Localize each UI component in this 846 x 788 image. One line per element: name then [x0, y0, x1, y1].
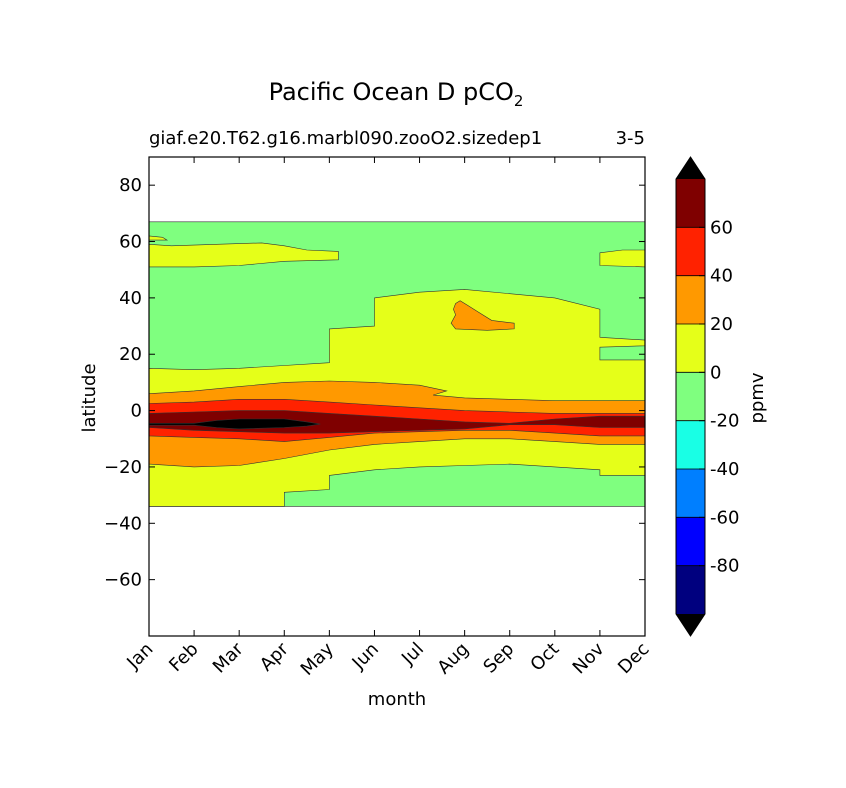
y-tick-label: −20 — [104, 457, 142, 478]
x-tick-label: May — [297, 638, 338, 679]
colorbar-segment — [676, 420, 705, 469]
colorbar-segment — [676, 275, 705, 324]
colorbar-segment — [676, 372, 705, 421]
colorbar-under-extension — [676, 614, 705, 636]
colorbar-tick-label: -40 — [710, 459, 739, 480]
plot-frame — [148, 156, 646, 637]
colorbar-segment — [676, 517, 705, 566]
colorbar-tick-label: -60 — [710, 507, 739, 528]
colorbar-segment — [676, 469, 705, 518]
chart-subtitle-right: 3-5 — [616, 128, 645, 149]
x-tick-label: Nov — [569, 638, 609, 678]
colorbar-tick-label: 60 — [710, 217, 733, 238]
x-tick-label: Feb — [165, 639, 202, 676]
y-tick-label: −60 — [104, 570, 142, 591]
y-axis: 80 60 40 20 0 −20 −40 −60 — [104, 175, 645, 591]
x-tick-label: Jan — [122, 639, 157, 674]
y-tick-label: 60 — [119, 232, 142, 253]
x-tick-label: Dec — [614, 639, 653, 678]
colorbar-segment — [676, 179, 705, 228]
x-tick-label: Sep — [479, 639, 518, 678]
colorbar-tick-label: -80 — [710, 556, 739, 577]
y-axis-label: latitude — [79, 363, 100, 432]
chart-title-subscript: 2 — [514, 92, 524, 110]
plot-area — [148, 156, 646, 637]
y-tick-label: −40 — [104, 513, 142, 534]
x-tick-label: Oct — [526, 639, 563, 676]
colorbar-segment — [676, 565, 705, 614]
y-tick-label: 80 — [119, 175, 142, 196]
colorbar-tick-label: 20 — [710, 314, 733, 335]
y-tick-label: 20 — [119, 344, 142, 365]
colorbar-segment — [676, 324, 705, 373]
x-tick-label: Jun — [348, 639, 383, 674]
colorbar-tick-label: -20 — [710, 411, 739, 432]
contour-region-positive-20-40-patch — [450, 300, 515, 331]
chart-title: Pacific Ocean D pCO2 — [269, 78, 524, 110]
colorbar-tick-label: 40 — [710, 266, 733, 287]
colorbar-over-extension — [676, 157, 705, 179]
x-tick-label: Aug — [433, 639, 473, 679]
colorbar-outline — [675, 156, 706, 637]
contour-region-over-80-core — [149, 418, 321, 430]
contour-region-north-subtropical-band — [149, 242, 339, 268]
contour-region-north-subtropical-east — [599, 249, 645, 268]
chart-subtitle-left: giaf.e20.T62.g16.marbl090.zooO2.sizedep1 — [149, 128, 542, 149]
colorbar: 60 40 20 0 -20 -40 -60 -80 — [675, 156, 739, 637]
colorbar-tick-label: 0 — [710, 362, 721, 383]
colorbar-segment — [676, 227, 705, 276]
x-tick-label: Apr — [256, 638, 293, 675]
x-axis-label: month — [368, 689, 426, 710]
x-tick-label: Jul — [397, 639, 428, 670]
y-tick-label: 40 — [119, 288, 142, 309]
y-tick-label: 0 — [131, 401, 142, 422]
colorbar-label: ppmv — [747, 372, 768, 423]
x-tick-label: Mar — [209, 638, 248, 677]
contour-region-north-subtropical-patch — [149, 235, 169, 241]
chart-title-main: Pacific Ocean D pCO — [269, 78, 514, 106]
